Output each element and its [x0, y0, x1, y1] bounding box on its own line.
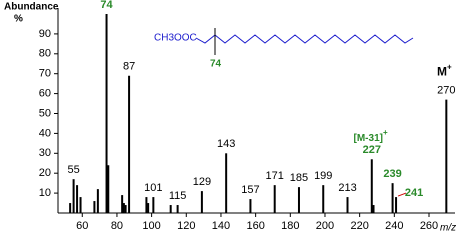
peak-label: 270: [437, 84, 455, 96]
peak-label: 87: [123, 61, 135, 73]
x-tick-label: 200: [316, 220, 334, 232]
annotation: [M-31]+: [354, 128, 388, 144]
peak-label: 143: [217, 138, 235, 150]
annotation-text: [M-31]: [354, 133, 383, 144]
peak-label: 171: [266, 170, 284, 182]
structure: CH3OOC 74: [154, 28, 414, 70]
y-tick-label: 80: [39, 48, 51, 60]
y-tick-label: 10: [39, 187, 51, 199]
x-tick-label: 260: [420, 220, 438, 232]
y-tick-label: 60: [39, 88, 51, 100]
x-axis-label: m/z: [440, 223, 456, 234]
y-axis-unit: %: [14, 14, 23, 25]
y-tick-label: 20: [39, 167, 51, 179]
x-tick-label: 140: [212, 220, 230, 232]
y-tick-label: 70: [39, 68, 51, 80]
x-tick-label: 60: [76, 220, 88, 232]
peak-label: 199: [314, 170, 332, 182]
peak-label: 74: [100, 0, 113, 11]
carbon-chain: [195, 34, 414, 44]
y-tick-label: 40: [39, 127, 51, 139]
x-tick-label: 220: [350, 220, 368, 232]
leader-line: [397, 192, 407, 197]
y-tick-label: 30: [39, 147, 51, 159]
peak-label: 55: [67, 164, 79, 176]
y-tick-label: 90: [39, 28, 51, 40]
annotation-sup: +: [447, 63, 452, 72]
cleavage-label: 74: [210, 59, 222, 70]
structure-formula: CH3OOC: [154, 33, 197, 44]
annotation: M+: [437, 63, 452, 79]
peak-label: 239: [383, 168, 401, 180]
x-tick-label: 80: [111, 220, 123, 232]
peak-label: 213: [338, 182, 356, 194]
y-axis-label: Abundance: [4, 2, 59, 13]
x-tick-label: 160: [246, 220, 264, 232]
y-tick-label: 50: [39, 107, 51, 119]
peak-label: 101: [144, 182, 162, 194]
peak-label: 115: [169, 190, 187, 202]
peak-label: 129: [193, 176, 211, 188]
peak-label: 241: [405, 187, 423, 199]
annotation-sup: +: [383, 128, 388, 137]
peak-label: 185: [290, 172, 308, 184]
annotation-text: M: [437, 65, 447, 79]
x-tick-label: 120: [177, 220, 195, 232]
x-tick-label: 100: [142, 220, 160, 232]
chart: Abundance % m/z CH3OOC 74 10 20 30 40 50 60 70…: [4, 0, 456, 234]
peak-label: 157: [241, 184, 259, 196]
x-tick-label: 240: [385, 220, 403, 232]
peak-label: 227: [363, 144, 381, 156]
x-tick-label: 180: [281, 220, 299, 232]
